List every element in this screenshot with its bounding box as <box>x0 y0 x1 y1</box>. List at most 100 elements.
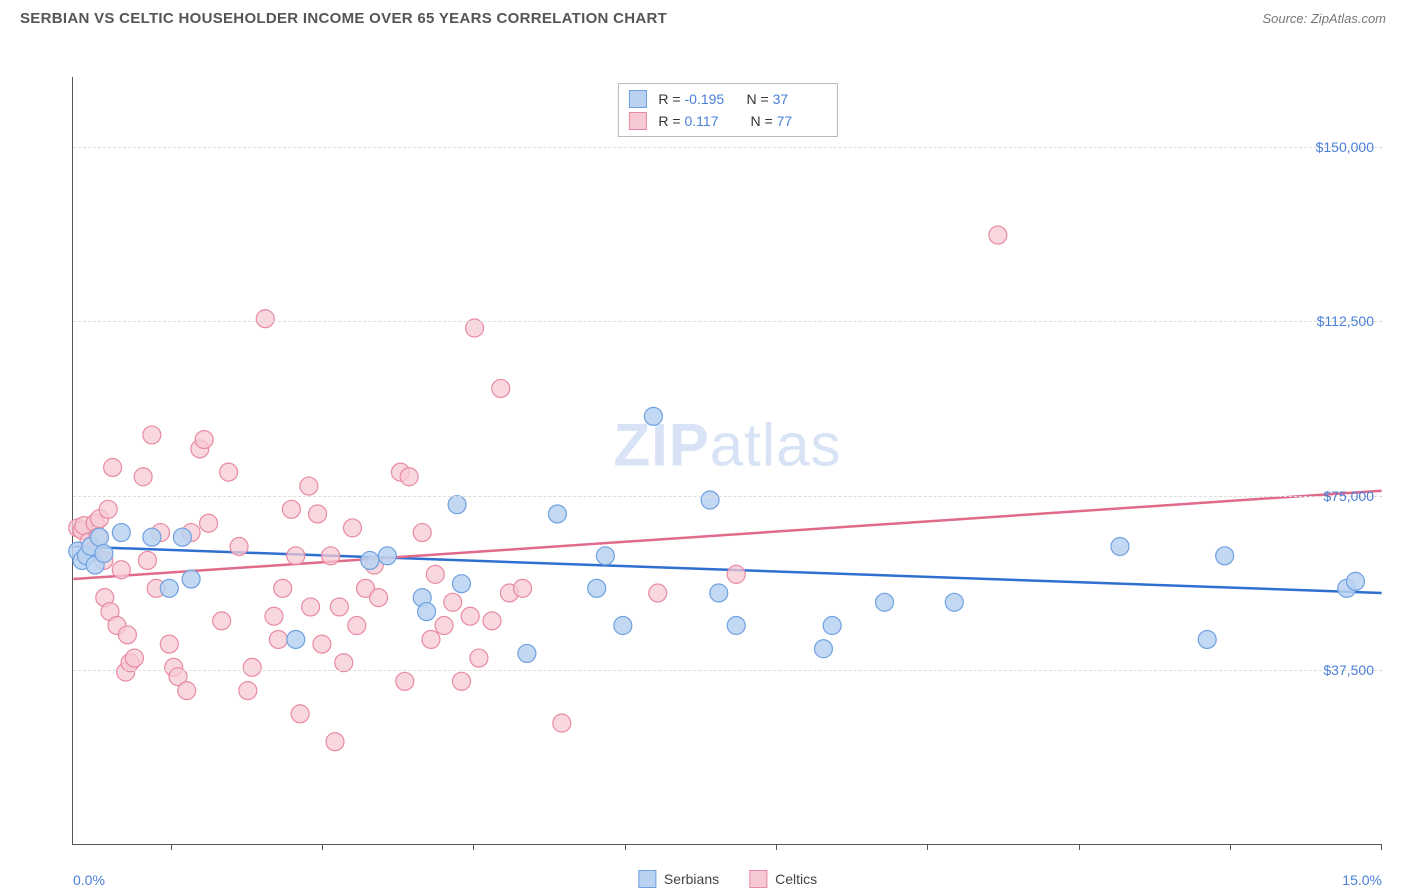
scatter-point <box>322 547 340 565</box>
x-tick <box>1381 844 1382 850</box>
scatter-point <box>326 733 344 751</box>
scatter-point <box>313 635 331 653</box>
scatter-point <box>104 458 122 476</box>
scatter-point <box>548 505 566 523</box>
scatter-point <box>396 672 414 690</box>
legend-label: Serbians <box>664 871 719 887</box>
scatter-point <box>1198 630 1216 648</box>
scatter-point <box>265 607 283 625</box>
scatter-point <box>426 565 444 583</box>
scatter-point <box>213 612 231 630</box>
scatter-point <box>287 547 305 565</box>
y-tick-label: $150,000 <box>1316 139 1374 155</box>
scatter-points-layer <box>73 77 1382 844</box>
scatter-point <box>378 547 396 565</box>
y-tick-label: $37,500 <box>1323 662 1374 678</box>
scatter-point <box>649 584 667 602</box>
gridline <box>73 321 1382 322</box>
scatter-point <box>422 630 440 648</box>
scatter-point <box>588 579 606 597</box>
scatter-point <box>470 649 488 667</box>
scatter-point <box>95 544 113 562</box>
scatter-point <box>91 528 109 546</box>
scatter-point <box>461 607 479 625</box>
gridline <box>73 147 1382 148</box>
scatter-point <box>243 658 261 676</box>
scatter-point <box>1216 547 1234 565</box>
scatter-point <box>200 514 218 532</box>
scatter-point <box>989 226 1007 244</box>
scatter-point <box>173 528 191 546</box>
scatter-point <box>239 682 257 700</box>
scatter-point <box>1111 538 1129 556</box>
gridline <box>73 496 1382 497</box>
scatter-point <box>727 565 745 583</box>
legend-item-serbians: Serbians <box>638 870 719 888</box>
scatter-point <box>727 617 745 635</box>
scatter-point <box>483 612 501 630</box>
series-legend: Serbians Celtics <box>638 870 817 888</box>
scatter-point <box>99 500 117 518</box>
legend-item-celtics: Celtics <box>749 870 817 888</box>
scatter-point <box>348 617 366 635</box>
scatter-point <box>330 598 348 616</box>
scatter-point <box>444 593 462 611</box>
source-label: Source: ZipAtlas.com <box>1262 11 1386 26</box>
scatter-point <box>112 561 130 579</box>
scatter-point <box>945 593 963 611</box>
scatter-point <box>400 468 418 486</box>
x-tick <box>776 844 777 850</box>
scatter-point <box>413 524 431 542</box>
scatter-point <box>370 589 388 607</box>
swatch-serbians <box>628 90 646 108</box>
scatter-point <box>274 579 292 597</box>
scatter-point <box>452 672 470 690</box>
scatter-point <box>160 579 178 597</box>
scatter-point <box>282 500 300 518</box>
scatter-point <box>302 598 320 616</box>
scatter-point <box>143 528 161 546</box>
scatter-point <box>143 426 161 444</box>
scatter-point <box>1346 572 1364 590</box>
scatter-point <box>118 626 136 644</box>
swatch-celtics <box>628 112 646 130</box>
scatter-point <box>701 491 719 509</box>
swatch-serbians <box>638 870 656 888</box>
plot-area: ZIPatlas R = -0.195 N = 37 R = 0.117 N =… <box>72 77 1382 845</box>
scatter-point <box>125 649 143 667</box>
scatter-point <box>518 644 536 662</box>
scatter-point <box>178 682 196 700</box>
scatter-point <box>160 635 178 653</box>
scatter-point <box>492 379 510 397</box>
scatter-point <box>112 524 130 542</box>
chart-title: SERBIAN VS CELTIC HOUSEHOLDER INCOME OVE… <box>20 10 667 27</box>
scatter-point <box>452 575 470 593</box>
scatter-point <box>182 570 200 588</box>
legend-row-serbians: R = -0.195 N = 37 <box>628 88 826 110</box>
scatter-point <box>418 603 436 621</box>
scatter-point <box>361 551 379 569</box>
scatter-point <box>710 584 728 602</box>
x-axis-min-label: 0.0% <box>73 872 105 888</box>
x-tick <box>1079 844 1080 850</box>
scatter-point <box>335 654 353 672</box>
legend-label: Celtics <box>775 871 817 887</box>
x-axis-max-label: 15.0% <box>1342 872 1382 888</box>
swatch-celtics <box>749 870 767 888</box>
scatter-point <box>139 551 157 569</box>
legend-row-celtics: R = 0.117 N = 77 <box>628 110 826 132</box>
scatter-point <box>291 705 309 723</box>
x-tick <box>927 844 928 850</box>
scatter-point <box>309 505 327 523</box>
scatter-point <box>230 538 248 556</box>
scatter-point <box>435 617 453 635</box>
scatter-point <box>514 579 532 597</box>
x-tick <box>322 844 323 850</box>
scatter-point <box>300 477 318 495</box>
y-tick-label: $75,000 <box>1323 488 1374 504</box>
scatter-point <box>823 617 841 635</box>
x-tick <box>625 844 626 850</box>
x-tick <box>473 844 474 850</box>
y-tick-label: $112,500 <box>1317 313 1374 329</box>
gridline <box>73 670 1382 671</box>
